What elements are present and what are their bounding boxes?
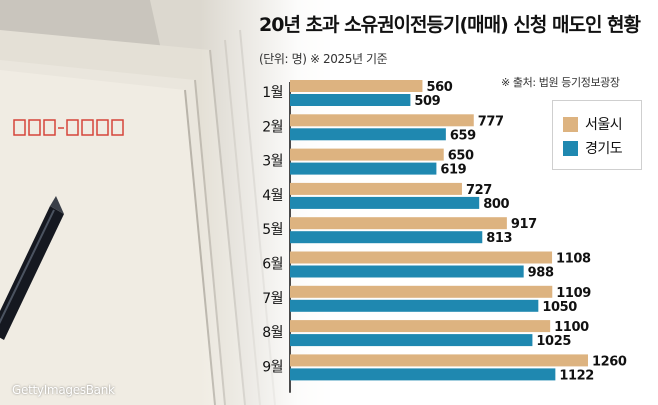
bar-gyeonggi — [290, 368, 556, 381]
legend-swatch-seoul — [563, 116, 578, 132]
data-label: 619 — [440, 163, 466, 178]
bar-gyeonggi — [290, 162, 437, 175]
bar-seoul — [290, 285, 553, 298]
pen — [0, 196, 64, 340]
bar-seoul — [290, 320, 551, 333]
bar-gyeonggi — [290, 94, 411, 106]
bar-gyeonggi — [290, 334, 533, 347]
bar-seoul — [290, 251, 553, 264]
category-label: 3월 — [262, 154, 283, 170]
legend-label-gyeonggi: 경기도 — [585, 141, 623, 157]
data-label: 1260 — [592, 354, 627, 369]
data-label: 1025 — [536, 334, 571, 349]
data-label: 659 — [450, 128, 476, 143]
category-label: 8월 — [262, 325, 283, 341]
data-label: 988 — [528, 266, 554, 281]
infographic-panel: 1월 560 509 2월 777 659 3월 650 619 4월 727 800 5월 917 813… — [255, 0, 658, 405]
unit-note: (단위: 명) ※ 2025년 기준 — [259, 52, 388, 66]
bar-seoul — [290, 354, 588, 367]
data-label: 1109 — [556, 286, 591, 301]
data-label: 650 — [448, 149, 474, 164]
category-label: 6월 — [262, 257, 283, 273]
watermark: GettyImagesBank — [12, 383, 115, 397]
data-label: 1100 — [554, 320, 589, 335]
bar-gyeonggi — [290, 128, 446, 141]
data-label: 800 — [483, 197, 509, 212]
data-label: 917 — [511, 217, 537, 232]
bar-seoul — [290, 217, 507, 230]
bar-gyeonggi — [290, 196, 480, 209]
bar-seoul — [290, 80, 423, 92]
data-label: 1050 — [542, 300, 577, 315]
bar-seoul — [290, 114, 474, 127]
bar-gyeonggi — [290, 265, 524, 278]
data-label: 1122 — [559, 368, 594, 383]
category-label: 4월 — [262, 188, 283, 204]
category-label: 1월 — [262, 85, 283, 101]
legend-swatch-gyeonggi — [563, 140, 578, 156]
bar-seoul — [290, 182, 462, 195]
bar-seoul — [290, 148, 444, 161]
chart-legend: 서울시 경기도 — [552, 100, 642, 170]
data-label: 813 — [486, 231, 512, 246]
postal-code-boxes — [13, 119, 124, 136]
legend-item-gyeonggi: 경기도 — [563, 139, 623, 157]
category-label: 9월 — [262, 359, 283, 375]
bar-gyeonggi — [290, 299, 539, 312]
data-label: 777 — [478, 114, 504, 129]
chart-title: 20년 초과 소유권이전등기(매매) 신청 매도인 현황 — [259, 14, 641, 36]
data-label: 1108 — [556, 252, 591, 267]
data-label: 509 — [414, 94, 440, 109]
category-label: 2월 — [262, 119, 283, 135]
data-label: 560 — [426, 80, 452, 95]
source-note: ※ 출처: 법원 등기정보광장 — [501, 76, 620, 89]
category-label: 7월 — [262, 291, 283, 307]
legend-item-seoul: 서울시 — [563, 115, 623, 133]
data-label: 727 — [466, 183, 492, 198]
category-label: 5월 — [262, 222, 283, 238]
bar-gyeonggi — [290, 231, 483, 244]
legend-label-seoul: 서울시 — [585, 117, 623, 133]
